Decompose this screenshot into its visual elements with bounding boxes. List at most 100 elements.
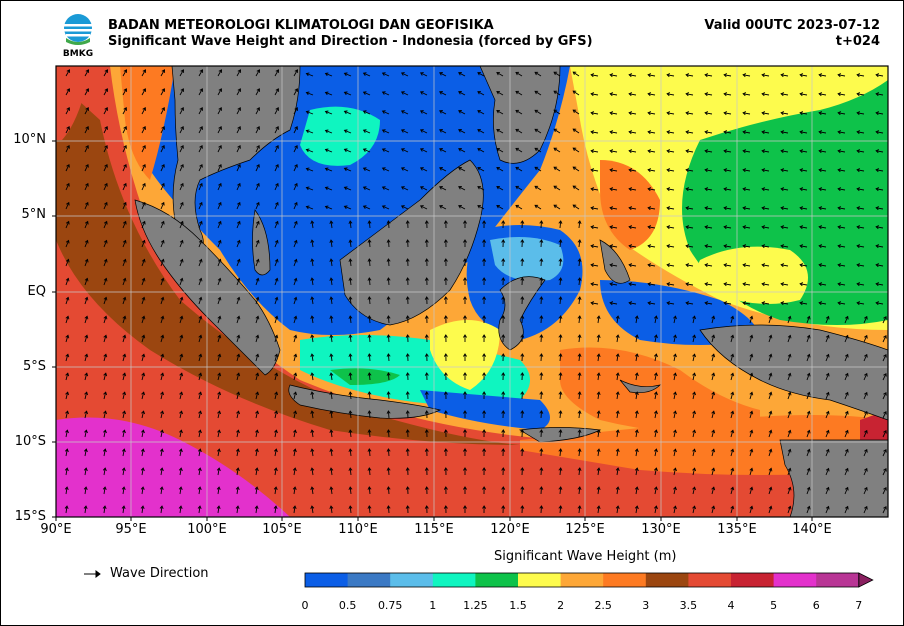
wave-arrow [635, 430, 638, 438]
wave-arrow [84, 335, 88, 343]
wave-arrow-head [711, 486, 716, 491]
wave-arrow-head [400, 186, 405, 190]
wave-arrow [382, 110, 390, 115]
wave-arrow [349, 411, 352, 419]
wave-arrow-head [305, 91, 310, 96]
wave-arrow [293, 240, 298, 248]
wave-arrow-head [596, 353, 601, 357]
wave-arrow-head [647, 263, 652, 268]
wave-arrow-head [647, 187, 652, 192]
wave-arrow [515, 110, 523, 115]
wave-arrow-head [293, 372, 298, 377]
wave-arrow [368, 467, 371, 476]
wave-arrow-head [405, 220, 410, 224]
wave-arrow-head [348, 353, 353, 357]
wave-arrow-head [348, 429, 353, 433]
wave-arrow-head [122, 429, 126, 434]
wave-arrow-head [501, 296, 506, 300]
wave-arrow-head [463, 296, 467, 300]
wave-arrow-head [103, 239, 108, 244]
wave-arrow-head [463, 258, 467, 262]
wave-arrow-head [628, 206, 633, 211]
wave-arrow [540, 334, 542, 343]
wave-arrow [534, 204, 542, 210]
wave-arrow-head [198, 258, 203, 263]
wave-arrow-head [121, 486, 126, 490]
wave-arrow-head [749, 391, 754, 396]
wave-arrow [730, 392, 734, 400]
wave-arrow-head [367, 296, 372, 300]
wave-arrow-head [293, 277, 298, 282]
wave-arrow [876, 226, 884, 229]
wave-arrow-head [463, 505, 467, 509]
wave-arrow [768, 487, 772, 495]
wave-arrow-head [275, 88, 280, 92]
wave-arrow [667, 264, 675, 267]
wave-arrow-head [520, 334, 525, 338]
wave-arrow-head [198, 239, 203, 244]
wave-arrow [572, 90, 580, 96]
wave-arrow-head [558, 239, 563, 243]
wave-arrow-head [818, 244, 823, 249]
wave-arrow [876, 302, 884, 305]
wave-arrow [311, 487, 314, 495]
wave-arrow [217, 506, 220, 514]
wave-arrow-head [275, 107, 279, 111]
wave-arrow-head [501, 429, 506, 433]
wave-arrow-head [558, 410, 563, 414]
lat-label-eq: EQ [27, 284, 46, 299]
wave-arrow-head [329, 334, 334, 338]
wave-arrow [274, 411, 278, 419]
wave-arrow [591, 112, 599, 115]
wave-arrow-head [742, 92, 747, 97]
wave-arrow [724, 150, 732, 153]
wave-arrow [160, 145, 165, 153]
wave-arrow-head [780, 92, 785, 97]
wave-arrow [439, 91, 447, 96]
wave-arrow-head [324, 205, 329, 210]
wave-arrow-head [424, 467, 429, 471]
wave-arrow-head [160, 372, 165, 377]
wave-arrow-head [609, 301, 614, 306]
wave-arrow [103, 202, 108, 210]
wave-arrow-head [799, 244, 804, 249]
wave-arrow-head [749, 486, 754, 491]
wave-arrow [876, 112, 884, 115]
wave-arrow [103, 69, 108, 77]
wave-arrow-head [558, 505, 563, 509]
wave-arrow [800, 226, 808, 229]
wave-arrow-head [558, 467, 563, 471]
wave-arrow-head [787, 467, 792, 472]
wave-arrow-head [501, 372, 506, 376]
wave-arrow [857, 150, 865, 153]
wave-arrow [122, 145, 127, 153]
wave-arrow [800, 245, 808, 248]
colorbar-title: Significant Wave Height (m) [494, 549, 677, 564]
wave-arrow [330, 240, 333, 248]
wave-arrow-head [458, 148, 462, 152]
wave-arrow-head [179, 296, 184, 301]
wave-arrow [160, 259, 164, 267]
wave-arrow-head [692, 467, 697, 472]
wave-arrow-head [864, 315, 868, 320]
wave-arrow-head [84, 315, 89, 320]
wave-arrow [217, 430, 220, 438]
wave-arrow-head [367, 277, 372, 281]
wave-arrow [578, 391, 581, 400]
wave-arrow-head [577, 467, 582, 471]
wave-arrow-head [749, 448, 754, 453]
wave-arrow-head [405, 296, 410, 300]
wave-arrow-head [294, 163, 298, 168]
wave-arrow-head [634, 410, 639, 415]
wave-arrow [387, 467, 390, 476]
wave-arrow [420, 167, 428, 172]
wave-arrow [198, 164, 203, 172]
wave-arrow-head [577, 391, 582, 395]
wave-arrow-head [141, 239, 146, 244]
wave-arrow [160, 107, 165, 115]
wave-arrow-head [647, 244, 652, 249]
wave-arrow [578, 467, 581, 476]
wave-arrow [122, 240, 127, 248]
wave-arrow-head [443, 391, 448, 395]
wave-arrow-head [405, 277, 410, 281]
